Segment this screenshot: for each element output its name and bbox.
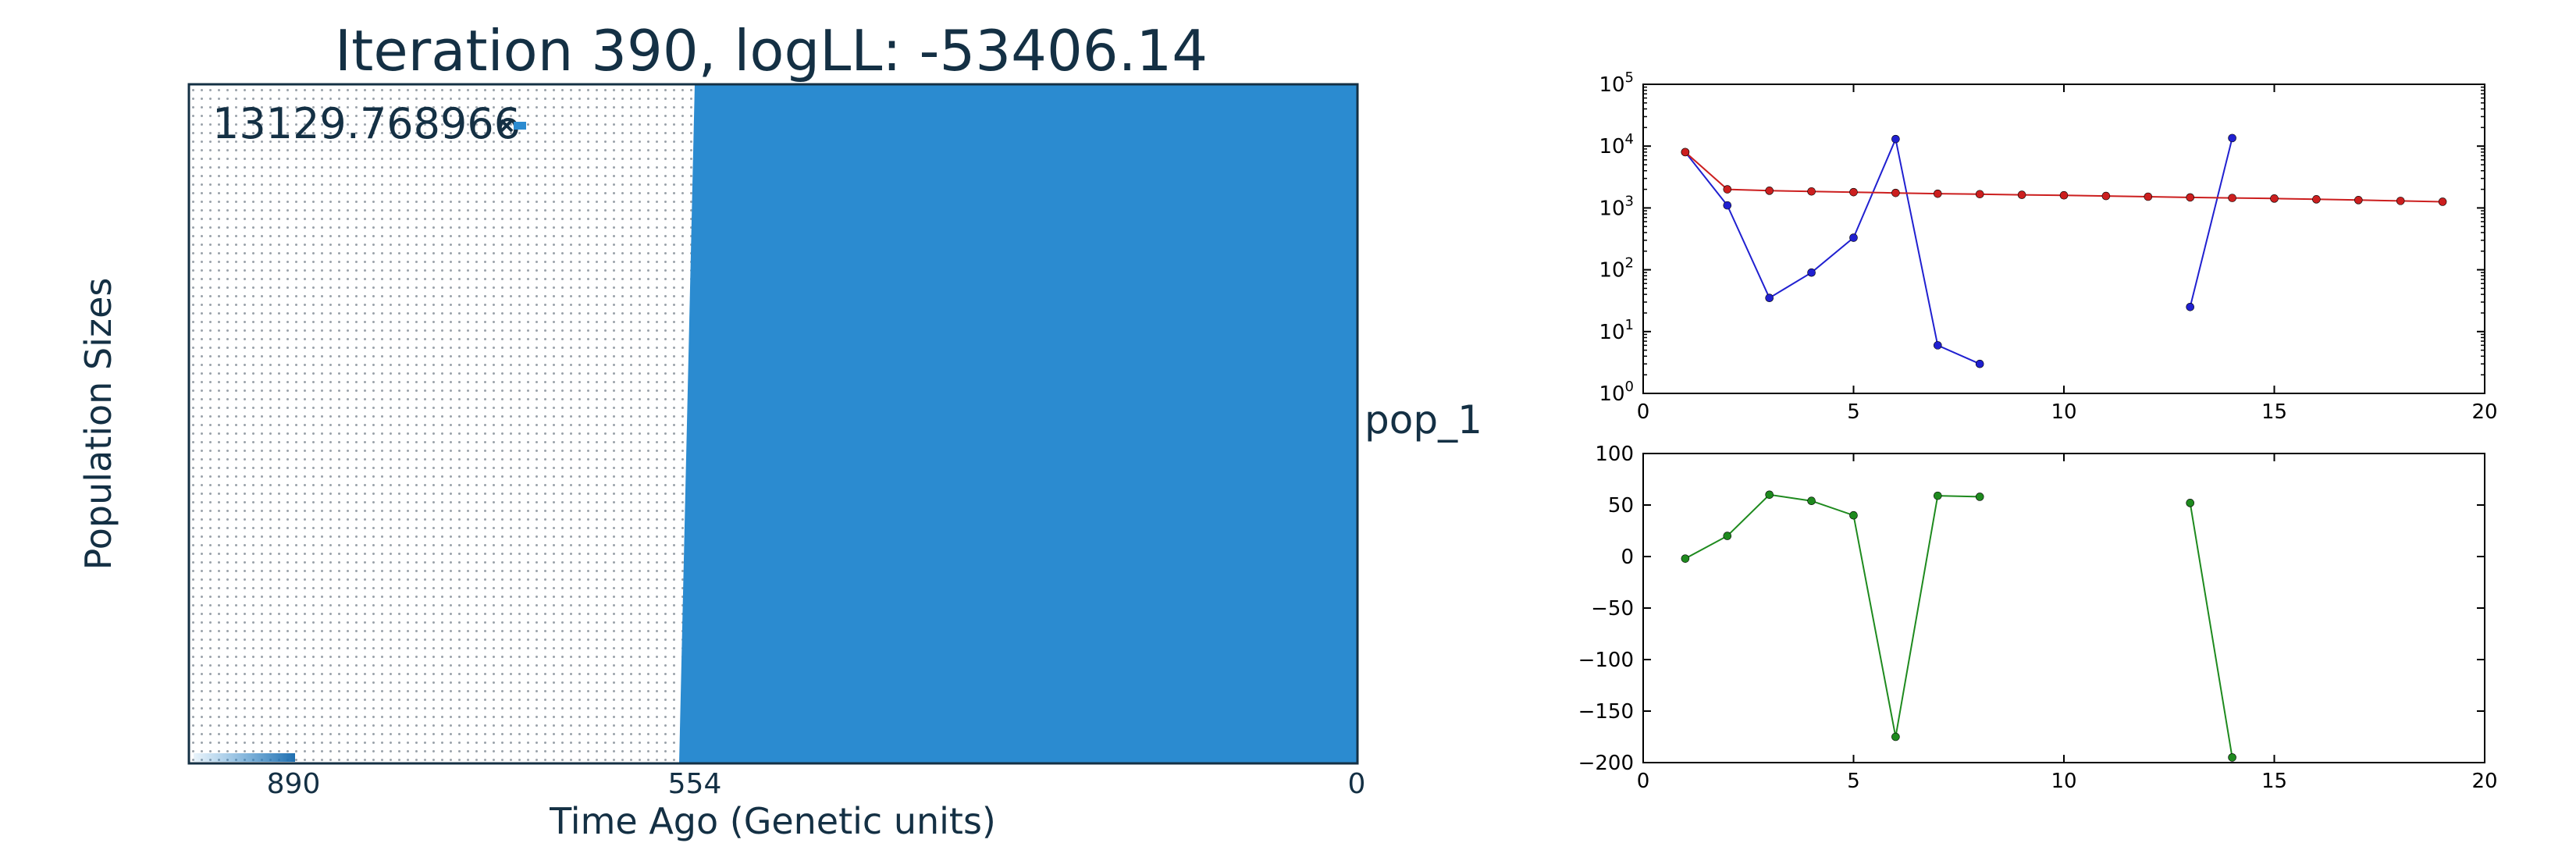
rate-chart-x-tick-label: 10 bbox=[2051, 770, 2076, 793]
bottom-plot-frame bbox=[1642, 453, 2485, 763]
rate-chart-series-0-point bbox=[1975, 493, 1984, 501]
x-tick-890: 890 bbox=[267, 768, 321, 800]
log-chart-y-tick-label: 103 bbox=[1599, 193, 1634, 220]
log-chart-series-1-point bbox=[1681, 148, 1690, 157]
rate-chart-x-tick-label: 5 bbox=[1847, 770, 1860, 793]
log-chart-series-0-point bbox=[1765, 293, 1774, 303]
log-chart-series-1-point bbox=[2228, 194, 2236, 202]
y-axis-label: Population Sizes bbox=[77, 278, 119, 571]
rate-chart-series-0-point bbox=[1723, 532, 1732, 540]
size-scale-bar bbox=[194, 753, 295, 762]
chart-title: Iteration 390, logLL: -53406.14 bbox=[335, 18, 1208, 84]
log-chart-series-1-point bbox=[2017, 190, 2026, 199]
rate-chart-x-tick-label: 0 bbox=[1637, 770, 1650, 793]
log-chart-series-1-point bbox=[1934, 189, 1942, 198]
log-chart-series-1-point bbox=[1891, 188, 1900, 197]
log-chart-series-1-point bbox=[1765, 187, 1774, 195]
rate-chart-series-0-point bbox=[1891, 732, 1900, 742]
log-chart-x-tick-label: 20 bbox=[2471, 400, 2497, 424]
rate-chart-x-tick-label: 20 bbox=[2471, 770, 2497, 793]
size-marker-swatch bbox=[514, 122, 526, 130]
log-size-chart: 0 5 10 15 20 100 101 102 103 104 105 bbox=[1599, 69, 2497, 424]
x-axis-label: Time Ago (Genetic units) bbox=[549, 800, 996, 842]
rate-chart-series-0-point bbox=[1934, 491, 1942, 500]
population-area bbox=[679, 84, 1357, 763]
log-chart-series-0-point bbox=[2228, 133, 2236, 143]
log-chart-x-tick-label: 10 bbox=[2051, 400, 2076, 424]
x-tick-0: 0 bbox=[1348, 768, 1366, 800]
log-chart-series-0-point bbox=[1849, 233, 1858, 242]
log-chart-series-1-point bbox=[2144, 192, 2153, 201]
log-chart-y-tick-label: 105 bbox=[1599, 69, 1634, 97]
log-chart-y-tick-label: 104 bbox=[1599, 131, 1634, 158]
log-chart-series-0-point bbox=[2186, 302, 2194, 311]
log-chart-y-tick-label: 102 bbox=[1599, 255, 1634, 283]
log-chart-series-1-point bbox=[1807, 187, 1816, 196]
log-chart-x-tick-label: 5 bbox=[1847, 400, 1860, 424]
x-tick-554: 554 bbox=[668, 768, 722, 800]
plot-frame bbox=[187, 83, 1359, 765]
log-chart-series-1-point bbox=[1975, 190, 1984, 199]
log-chart-series-1-point bbox=[2354, 196, 2363, 205]
log-chart-series-1-point bbox=[2101, 191, 2111, 201]
rate-chart-series-0-point bbox=[1807, 496, 1816, 506]
log-chart-series-1-point bbox=[2396, 197, 2405, 205]
log-chart-x-tick-label: 0 bbox=[1637, 400, 1650, 424]
size-marker-icon bbox=[500, 119, 514, 133]
population-chart: Iteration 390, logLL: -53406.14 13129.76… bbox=[77, 18, 1482, 842]
rate-chart-y-tick-label: 0 bbox=[1621, 546, 1634, 569]
top-plot-frame bbox=[1642, 84, 2485, 394]
log-chart-series-0-line bbox=[2189, 137, 2233, 308]
rate-chart-series-0-point bbox=[1849, 510, 1858, 520]
log-chart-series-0-point bbox=[1723, 201, 1732, 210]
series-label-pop-1: pop_1 bbox=[1364, 397, 1482, 443]
log-chart-y-tick-label: 100 bbox=[1599, 379, 1634, 406]
population-size-label: 13129.768966 bbox=[212, 99, 521, 148]
log-chart-series-0-line bbox=[1685, 136, 1980, 365]
rate-chart-y-tick-label: 50 bbox=[1608, 494, 1634, 518]
log-chart-series-1-point bbox=[2186, 193, 2194, 202]
rate-chart-series-0-line bbox=[2189, 503, 2233, 758]
log-chart-series-1-point bbox=[2312, 195, 2321, 204]
log-chart-series-0-point bbox=[1975, 359, 1984, 368]
log-chart-x-tick-label: 15 bbox=[2261, 400, 2287, 424]
log-chart-series-1-point bbox=[2059, 190, 2069, 200]
rate-chart-y-tick-label: 100 bbox=[1595, 443, 1634, 466]
log-chart-series-1-point bbox=[2270, 194, 2279, 203]
log-chart-series-1-point bbox=[1723, 185, 1732, 194]
growth-rate-chart: 0 5 10 15 20 100 50 0 −50 −100 −150 −200 bbox=[1578, 443, 2498, 793]
rate-chart-series-0-point bbox=[1765, 490, 1774, 500]
log-chart-series-0-point bbox=[1934, 341, 1942, 350]
rate-chart-y-tick-label: −100 bbox=[1578, 649, 1634, 672]
log-chart-series-0-point bbox=[1807, 268, 1816, 277]
rate-chart-x-tick-label: 15 bbox=[2261, 770, 2287, 793]
rate-chart-y-tick-label: −150 bbox=[1578, 700, 1634, 724]
log-chart-series-1-point bbox=[1849, 187, 1858, 197]
log-chart-series-0-point bbox=[1891, 134, 1900, 144]
rate-chart-y-tick-label: −200 bbox=[1578, 752, 1634, 775]
log-chart-y-tick-label: 101 bbox=[1599, 317, 1634, 344]
log-chart-series-1-point bbox=[2438, 197, 2447, 206]
rate-chart-y-tick-label: −50 bbox=[1591, 597, 1634, 621]
rate-chart-series-0-line bbox=[1685, 493, 1980, 738]
rate-chart-series-0-point bbox=[2186, 499, 2194, 507]
rate-chart-series-0-point bbox=[2228, 753, 2236, 762]
rate-chart-series-0-point bbox=[1681, 554, 1690, 563]
